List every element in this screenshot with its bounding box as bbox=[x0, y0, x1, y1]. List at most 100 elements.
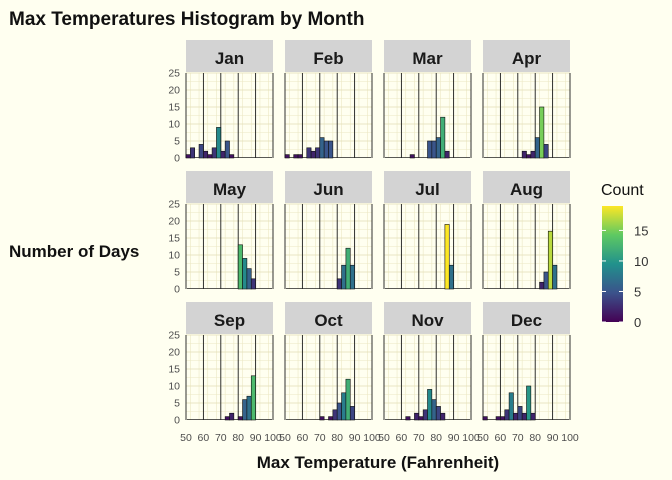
x-tick-label: 90 bbox=[250, 432, 262, 444]
facet-strip bbox=[186, 302, 273, 334]
facet-strip bbox=[483, 171, 570, 203]
histogram-bar bbox=[508, 392, 514, 421]
facet-strip-label: Apr bbox=[512, 49, 542, 68]
histogram-bar bbox=[310, 150, 316, 159]
x-tick-label: 80 bbox=[331, 432, 343, 444]
histogram-bar bbox=[543, 144, 549, 159]
facet-strip bbox=[285, 40, 372, 72]
y-tick-label: 25 bbox=[168, 199, 180, 211]
y-tick-label: 25 bbox=[168, 68, 180, 80]
legend-tick-label: 5 bbox=[634, 284, 641, 299]
x-tick-label: 100 bbox=[561, 432, 579, 444]
x-tick-label: 60 bbox=[495, 432, 507, 444]
histogram-bar bbox=[207, 154, 213, 159]
histogram-bar bbox=[229, 412, 235, 421]
histogram-bar bbox=[211, 147, 217, 159]
x-tick-label: 100 bbox=[264, 432, 282, 444]
facet-strip bbox=[186, 40, 273, 72]
x-tick-label: 50 bbox=[180, 432, 192, 444]
facet-strip-label: Mar bbox=[412, 49, 443, 68]
histogram-bar bbox=[539, 106, 545, 159]
x-tick-label: 60 bbox=[297, 432, 309, 444]
y-tick-label: 20 bbox=[168, 347, 180, 359]
facet-panel-apr: Apr bbox=[482, 40, 571, 159]
histogram-bar bbox=[345, 378, 351, 421]
x-tick-label: 90 bbox=[349, 432, 361, 444]
y-tick-label: 5 bbox=[174, 136, 180, 148]
x-tick-label: 70 bbox=[215, 432, 227, 444]
facet-strip-label: Sep bbox=[214, 311, 245, 330]
histogram-bar bbox=[444, 224, 450, 290]
histogram-bar bbox=[229, 154, 235, 159]
histogram-bar bbox=[224, 416, 230, 421]
facet-panel-may: May 0 5 10 15 20 25 bbox=[168, 171, 274, 296]
facet-panel-jun: Jun bbox=[284, 171, 373, 290]
facet-strip-label: Oct bbox=[314, 311, 343, 330]
histogram-bar bbox=[198, 144, 204, 159]
facet-panel-jul: Jul bbox=[383, 171, 472, 290]
x-tick-label: 70 bbox=[413, 432, 425, 444]
y-tick-label: 0 bbox=[174, 284, 180, 296]
x-tick-label: 90 bbox=[448, 432, 460, 444]
histogram-bar bbox=[431, 399, 437, 421]
histogram-bar bbox=[349, 406, 355, 421]
histogram-bar bbox=[328, 140, 334, 159]
chart-title: Max Temperatures Histogram by Month bbox=[9, 9, 364, 30]
histogram-bar bbox=[190, 147, 196, 159]
facet-strip bbox=[285, 302, 372, 334]
facet-panel-mar: Mar bbox=[383, 40, 472, 159]
facet-panel-oct: Oct 50 60 70 80 90 100 bbox=[279, 302, 381, 444]
histogram-bar bbox=[427, 140, 433, 159]
x-axis-label: Max Temperature (Fahrenheit) bbox=[257, 453, 499, 472]
histogram-bar bbox=[409, 154, 415, 159]
histogram-bar bbox=[220, 150, 226, 159]
histogram-bar bbox=[495, 416, 501, 421]
histogram-bar bbox=[504, 409, 510, 421]
y-tick-label: 10 bbox=[168, 119, 180, 131]
facet-strip bbox=[384, 302, 471, 334]
y-tick-label: 10 bbox=[168, 250, 180, 262]
x-tick-label: 100 bbox=[462, 432, 480, 444]
histogram-bar bbox=[237, 416, 243, 421]
histogram-bar bbox=[444, 150, 450, 159]
histogram-bar bbox=[448, 264, 454, 290]
facet-panel-dec: Dec 50 60 70 80 90 100 bbox=[477, 302, 579, 444]
histogram-bar bbox=[293, 154, 299, 159]
histogram-bar bbox=[328, 416, 334, 421]
histogram-bar bbox=[440, 412, 446, 421]
histogram-bar bbox=[418, 416, 424, 421]
histogram-bar bbox=[246, 268, 252, 290]
y-tick-label: 15 bbox=[168, 102, 180, 114]
x-tick-label: 50 bbox=[477, 432, 489, 444]
x-tick-label: 70 bbox=[512, 432, 524, 444]
histogram-bar bbox=[534, 137, 540, 159]
histogram-bar bbox=[216, 127, 222, 159]
histogram-bar bbox=[482, 416, 488, 421]
x-tick-label: 60 bbox=[396, 432, 408, 444]
histogram-bar bbox=[513, 412, 519, 421]
x-tick-label: 80 bbox=[430, 432, 442, 444]
histogram-bar bbox=[319, 137, 325, 159]
histogram-bar bbox=[422, 409, 428, 421]
histogram-bar bbox=[242, 258, 248, 290]
facet-strip bbox=[285, 171, 372, 203]
histogram-bar bbox=[332, 409, 338, 421]
facet-strip-label: Aug bbox=[510, 180, 543, 199]
facet-panel-nov: Nov 50 60 70 80 90 100 bbox=[378, 302, 480, 444]
histogram-bar bbox=[341, 392, 347, 421]
histogram-bar bbox=[336, 278, 342, 290]
histogram-bar bbox=[431, 140, 437, 159]
x-tick-label: 60 bbox=[198, 432, 210, 444]
x-tick-label: 80 bbox=[529, 432, 541, 444]
histogram-bar bbox=[203, 150, 209, 159]
histogram-bar bbox=[517, 406, 523, 421]
histogram-bar bbox=[224, 140, 230, 159]
histogram-bar bbox=[284, 154, 290, 159]
histogram-bar bbox=[345, 247, 351, 290]
y-tick-label: 10 bbox=[168, 381, 180, 393]
histogram-bar bbox=[435, 406, 441, 421]
y-tick-label: 15 bbox=[168, 233, 180, 245]
facet-strip-label: Feb bbox=[313, 49, 343, 68]
x-tick-label: 80 bbox=[232, 432, 244, 444]
